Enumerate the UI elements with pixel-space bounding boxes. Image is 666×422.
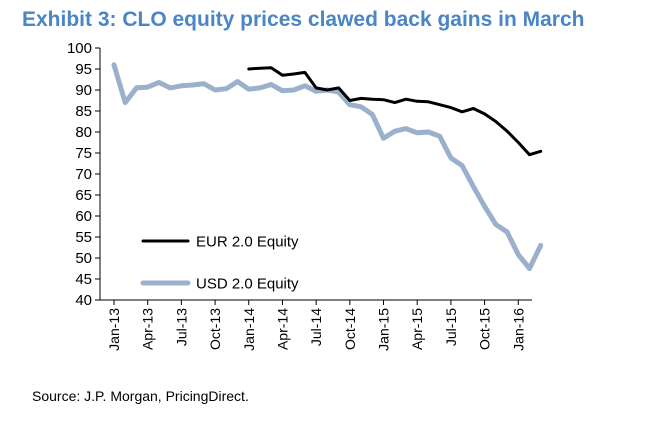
x-tick-label: Jul-13 (173, 308, 189, 346)
y-tick-label: 75 (75, 145, 92, 162)
x-tick-labels: Jan-13 Apr-13 Jul-13 Oct-13 Jan-14 Apr-14 Jul-… (106, 308, 526, 351)
x-tick-label: Apr-15 (409, 308, 425, 350)
y-tick-labels: 40 45 50 55 60 65 70 75 80 85 90 95 100 (67, 40, 92, 309)
x-tick-label: Jan-14 (241, 308, 257, 351)
x-tick-label: Jan-15 (376, 308, 392, 351)
x-tick-label: Oct-14 (342, 308, 358, 350)
y-tick-label: 40 (75, 292, 92, 309)
y-tick-label: 55 (75, 229, 92, 246)
x-tick-label: Oct-15 (477, 308, 493, 350)
x-tick-label: Jul-15 (443, 308, 459, 346)
y-tick-label: 95 (75, 61, 92, 78)
x-tick-label: Jan-13 (106, 308, 122, 351)
x-tick-label: Oct-13 (207, 308, 223, 350)
line-chart: 40 45 50 55 60 65 70 75 80 85 90 95 100 Jan-13 Apr-13… (67, 40, 544, 351)
y-tick-label: 70 (75, 166, 92, 183)
y-tick-label: 65 (75, 187, 92, 204)
chart-title: Exhibit 3: CLO equity prices clawed back… (22, 8, 585, 31)
series-line-eur (247, 66, 543, 157)
y-tick-label: 45 (75, 271, 92, 288)
y-tick-label: 60 (75, 208, 92, 225)
x-ticks (113, 300, 519, 305)
source-note: Source: J.P. Morgan, PricingDirect. (32, 388, 249, 404)
y-tick-label: 50 (75, 250, 92, 267)
y-tick-label: 90 (75, 82, 92, 99)
legend-label-usd: USD 2.0 Equity (196, 276, 299, 293)
y-tick-label: 100 (67, 40, 92, 57)
legend-label-eur: EUR 2.0 Equity (196, 234, 299, 251)
legend: EUR 2.0 Equity USD 2.0 Equity (140, 234, 299, 293)
y-tick-label: 80 (75, 124, 92, 141)
x-tick-label: Jan-16 (510, 308, 526, 351)
x-tick-label: Apr-14 (274, 308, 290, 350)
y-tick-label: 85 (75, 103, 92, 120)
x-tick-label: Apr-13 (140, 308, 156, 350)
y-ticks (95, 47, 100, 301)
plot-series (111, 62, 544, 271)
y-axis: 40 45 50 55 60 65 70 75 80 85 90 95 100 (67, 40, 101, 309)
series-line-usd (111, 62, 544, 271)
x-axis: Jan-13 Apr-13 Jul-13 Oct-13 Jan-14 Apr-14 Jul-… (100, 299, 532, 351)
x-tick-label: Jul-14 (308, 308, 324, 346)
